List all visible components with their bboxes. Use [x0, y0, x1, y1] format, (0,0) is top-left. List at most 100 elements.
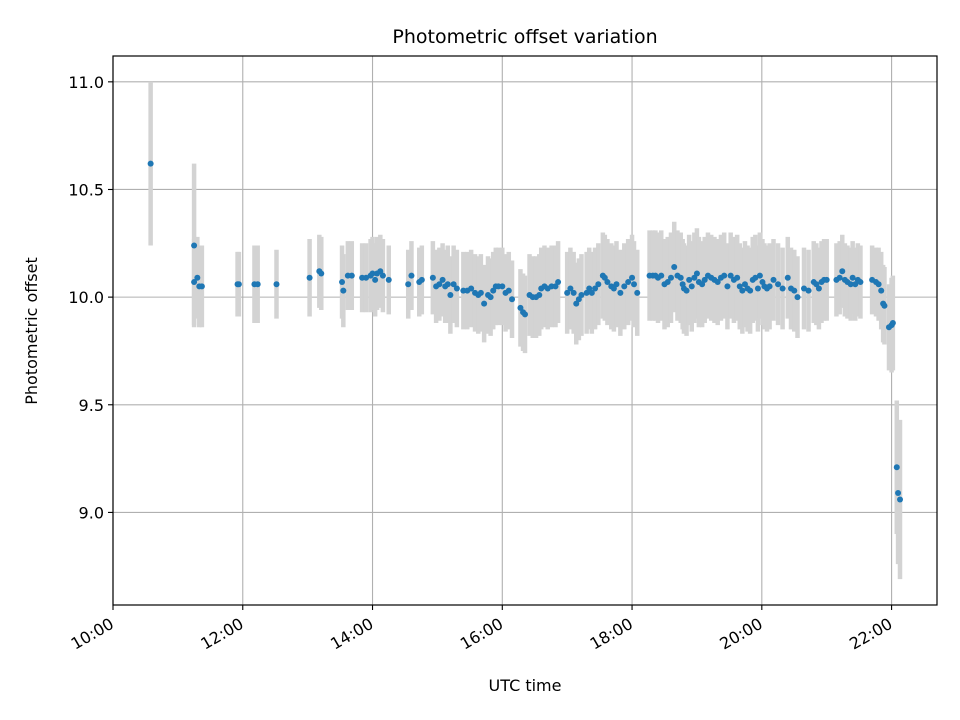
- plot-frame: [112, 55, 938, 606]
- data-point: [254, 281, 261, 288]
- data-point: [273, 281, 280, 288]
- data-point: [897, 496, 904, 503]
- data-point: [770, 276, 777, 283]
- data-point: [588, 289, 595, 296]
- data-point: [849, 274, 856, 281]
- data-point: [625, 279, 632, 286]
- y-tick-label: 9.5: [79, 396, 104, 415]
- data-point: [875, 281, 882, 288]
- y-axis-ticks: 9.0 9.5 10.0 10.5 11.0: [68, 73, 113, 522]
- data-point: [741, 281, 748, 288]
- data-point: [739, 287, 746, 294]
- data-point: [688, 283, 695, 290]
- data-point: [369, 270, 376, 277]
- data-point: [339, 279, 346, 286]
- data-point: [490, 287, 497, 294]
- data-point: [447, 291, 454, 298]
- data-point: [575, 296, 582, 303]
- data-point: [564, 289, 571, 296]
- data-point: [779, 285, 786, 292]
- data-point: [727, 272, 734, 279]
- data-point: [595, 281, 602, 288]
- y-axis-label: Photometric offset: [22, 257, 41, 405]
- data-point: [686, 276, 693, 283]
- data-point: [198, 283, 205, 290]
- data-point: [895, 490, 902, 497]
- data-point: [235, 281, 242, 288]
- data-point: [429, 274, 436, 281]
- data-point: [752, 274, 759, 281]
- data-point: [775, 281, 782, 288]
- data-point: [613, 281, 620, 288]
- data-point: [586, 285, 593, 292]
- data-point: [693, 270, 700, 277]
- data-point: [363, 274, 370, 281]
- data-point: [468, 285, 475, 292]
- data-point: [372, 276, 379, 283]
- data-point: [677, 274, 684, 281]
- data-point: [340, 287, 347, 294]
- data-point: [766, 283, 773, 290]
- data-points: [147, 160, 904, 503]
- data-point: [664, 279, 671, 286]
- data-point: [889, 319, 896, 326]
- data-point: [450, 281, 457, 288]
- y-tick-label: 11.0: [68, 73, 104, 92]
- data-point: [691, 274, 698, 281]
- data-point: [683, 287, 690, 294]
- data-point: [724, 283, 731, 290]
- data-point: [794, 294, 801, 301]
- data-point: [847, 281, 854, 288]
- chart-title: Photometric offset variation: [392, 26, 657, 48]
- data-point: [747, 287, 754, 294]
- data-point: [701, 276, 708, 283]
- data-point: [439, 276, 446, 283]
- data-point: [734, 274, 741, 281]
- data-point: [555, 279, 562, 286]
- y-tick-label: 10.0: [68, 288, 104, 307]
- data-point: [823, 276, 830, 283]
- data-point: [815, 285, 822, 292]
- data-point: [522, 311, 528, 318]
- data-point: [348, 272, 355, 279]
- data-point: [505, 287, 512, 294]
- data-point: [583, 289, 590, 296]
- data-point: [194, 274, 201, 281]
- data-point: [573, 300, 580, 307]
- y-tick-label: 9.0: [79, 503, 104, 522]
- y-tick-label: 10.5: [68, 180, 104, 199]
- data-point: [893, 464, 900, 471]
- data-point: [536, 291, 543, 298]
- data-point: [667, 274, 674, 281]
- data-point: [634, 289, 641, 296]
- data-point: [756, 272, 763, 279]
- data-point: [699, 281, 706, 288]
- data-point: [658, 272, 665, 279]
- data-point: [592, 285, 599, 292]
- data-point: [408, 272, 415, 279]
- data-point: [385, 276, 392, 283]
- data-point: [509, 296, 516, 303]
- data-point: [191, 242, 198, 249]
- x-axis-label: UTC time: [489, 676, 562, 695]
- data-point: [405, 281, 412, 288]
- data-point: [379, 272, 386, 279]
- data-point: [805, 287, 812, 294]
- data-point: [839, 268, 846, 275]
- data-point: [377, 268, 384, 275]
- data-point: [671, 263, 678, 270]
- data-point: [604, 279, 611, 286]
- data-point: [517, 304, 524, 311]
- data-point: [631, 281, 638, 288]
- data-point: [567, 285, 574, 292]
- data-point: [784, 274, 791, 281]
- data-point: [852, 281, 859, 288]
- data-point: [601, 274, 608, 281]
- data-point: [444, 281, 451, 288]
- data-point: [791, 287, 798, 294]
- data-point: [436, 281, 443, 288]
- data-point: [487, 294, 494, 301]
- data-point: [578, 291, 585, 298]
